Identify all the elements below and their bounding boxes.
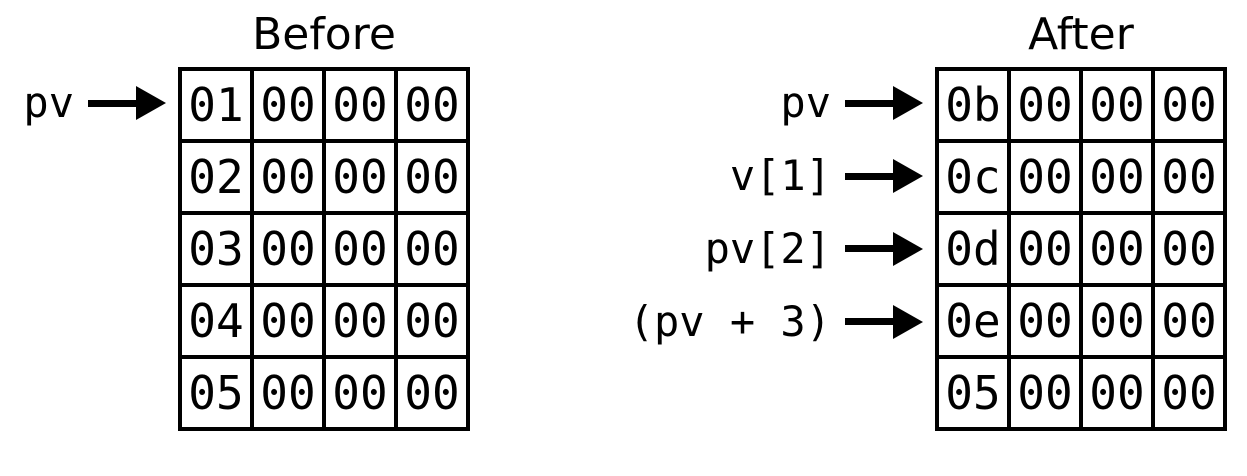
- memory-row: 04 00 00 00: [178, 283, 470, 359]
- before-title: Before: [252, 9, 396, 60]
- memory-cell: 00: [394, 67, 470, 143]
- after-pointer-labels: pv v[1] pv[2] (pv + 3): [590, 67, 935, 431]
- memory-cell: 04: [178, 283, 254, 359]
- memory-cell: 00: [1151, 283, 1227, 359]
- memory-cell: 00: [250, 67, 326, 143]
- before-memory-table: 01 00 00 00 02 00 00 00 03 00 00 00: [178, 67, 470, 431]
- memory-cell: 00: [250, 139, 326, 215]
- before-pointer-labels: pv: [0, 67, 178, 431]
- memory-cell: 0d: [935, 211, 1011, 287]
- pointer-row-pv: pv: [590, 67, 935, 140]
- after-panel: After pv v[1] pv[2] (pv + 3): [590, 0, 1227, 431]
- memory-cell: 01: [178, 67, 254, 143]
- memory-cell: 00: [1151, 139, 1227, 215]
- memory-cell: 00: [322, 355, 398, 431]
- pointer-label-pv-plus-3: (pv + 3): [628, 296, 831, 346]
- memory-cell: 00: [1151, 355, 1227, 431]
- memory-row: 02 00 00 00: [178, 139, 470, 215]
- after-title: After: [1028, 9, 1134, 60]
- memory-cell: 00: [1007, 67, 1083, 143]
- memory-cell: 00: [322, 67, 398, 143]
- memory-cell: 00: [322, 211, 398, 287]
- memory-row: 0c 00 00 00: [935, 139, 1227, 215]
- pointer-row-empty: [0, 358, 178, 431]
- memory-cell: 00: [1007, 283, 1083, 359]
- memory-row: 05 00 00 00: [178, 355, 470, 431]
- pointer-row-pv: pv: [0, 67, 178, 140]
- memory-cell: 00: [322, 139, 398, 215]
- memory-cell: 00: [1079, 139, 1155, 215]
- memory-cell: 05: [935, 355, 1011, 431]
- memory-cell: 00: [394, 283, 470, 359]
- memory-row: 0d 00 00 00: [935, 211, 1227, 287]
- memory-cell: 00: [250, 211, 326, 287]
- memory-cell: 00: [1151, 67, 1227, 143]
- memory-cell: 00: [322, 283, 398, 359]
- pointer-row-pv-plus-3: (pv + 3): [590, 285, 935, 358]
- pointer-row-pv2: pv[2]: [590, 213, 935, 286]
- pointer-row-v1: v[1]: [590, 140, 935, 213]
- pointer-label-pv: pv: [23, 78, 74, 128]
- memory-cell: 00: [1079, 211, 1155, 287]
- memory-cell: 00: [1007, 211, 1083, 287]
- memory-cell: 00: [1079, 355, 1155, 431]
- pointer-row-empty: [0, 213, 178, 286]
- arrow-right-icon: [845, 231, 923, 266]
- memory-cell: 0b: [935, 67, 1011, 143]
- pointer-label-pv: pv: [780, 78, 831, 128]
- memory-cell: 03: [178, 211, 254, 287]
- memory-cell: 00: [1007, 355, 1083, 431]
- memory-cell: 00: [394, 355, 470, 431]
- memory-cell: 00: [1007, 139, 1083, 215]
- memory-row: 03 00 00 00: [178, 211, 470, 287]
- pointer-row-empty: [0, 140, 178, 213]
- after-memory-table: 0b 00 00 00 0c 00 00 00 0d 00 00 00: [935, 67, 1227, 431]
- memory-cell: 05: [178, 355, 254, 431]
- before-panel: Before pv 01 00 00 00: [0, 0, 470, 431]
- memory-cell: 0e: [935, 283, 1011, 359]
- memory-cell: 00: [394, 211, 470, 287]
- memory-cell: 00: [250, 283, 326, 359]
- memory-cell: 00: [1079, 67, 1155, 143]
- memory-cell: 00: [250, 355, 326, 431]
- memory-cell: 02: [178, 139, 254, 215]
- pointer-label-v1: v[1]: [729, 151, 831, 201]
- memory-cell: 0c: [935, 139, 1011, 215]
- memory-row: 05 00 00 00: [935, 355, 1227, 431]
- memory-cell: 00: [1151, 211, 1227, 287]
- pointer-row-empty: [0, 285, 178, 358]
- arrow-right-icon: [845, 159, 923, 194]
- memory-row: 0e 00 00 00: [935, 283, 1227, 359]
- memory-row: 0b 00 00 00: [935, 67, 1227, 143]
- memory-cell: 00: [394, 139, 470, 215]
- pointer-label-pv2: pv[2]: [704, 223, 831, 273]
- arrow-right-icon: [845, 304, 923, 339]
- pointer-row-empty: [590, 358, 935, 431]
- memory-row: 01 00 00 00: [178, 67, 470, 143]
- arrow-right-icon: [845, 86, 923, 121]
- memory-cell: 00: [1079, 283, 1155, 359]
- arrow-right-icon: [88, 86, 166, 121]
